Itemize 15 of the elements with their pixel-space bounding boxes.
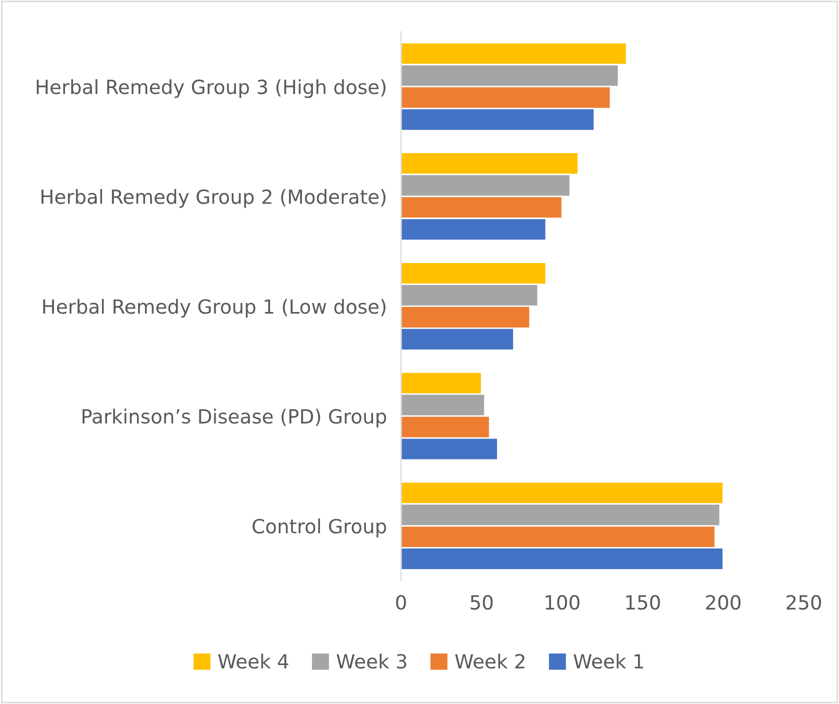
x-tick-label: 200 bbox=[706, 595, 740, 610]
x-tick-label: 250 bbox=[786, 595, 822, 610]
x-tick-label: 150 bbox=[626, 595, 660, 610]
x-tick-label: 0 bbox=[396, 595, 406, 610]
y-tick-label: Herbal Remedy Group 3 (High dose) bbox=[36, 79, 386, 98]
y-tick-label: Herbal Remedy Group 1 (Low dose) bbox=[43, 298, 386, 318]
x-tick-label: 50 bbox=[470, 595, 493, 610]
y-tick-label: Control Group bbox=[252, 518, 386, 538]
x-tick-label: 100 bbox=[546, 595, 580, 610]
legend-label: Week 3 bbox=[336, 654, 406, 669]
y-tick-label: Herbal Remedy Group 2 (Moderate) bbox=[42, 189, 386, 208]
legend-label: Week 2 bbox=[455, 654, 524, 669]
y-tick-label: Parkinson’s Disease (PD) Group bbox=[82, 408, 386, 428]
legend-label: Week 1 bbox=[574, 654, 644, 669]
legend-label: Week 4 bbox=[218, 654, 288, 669]
